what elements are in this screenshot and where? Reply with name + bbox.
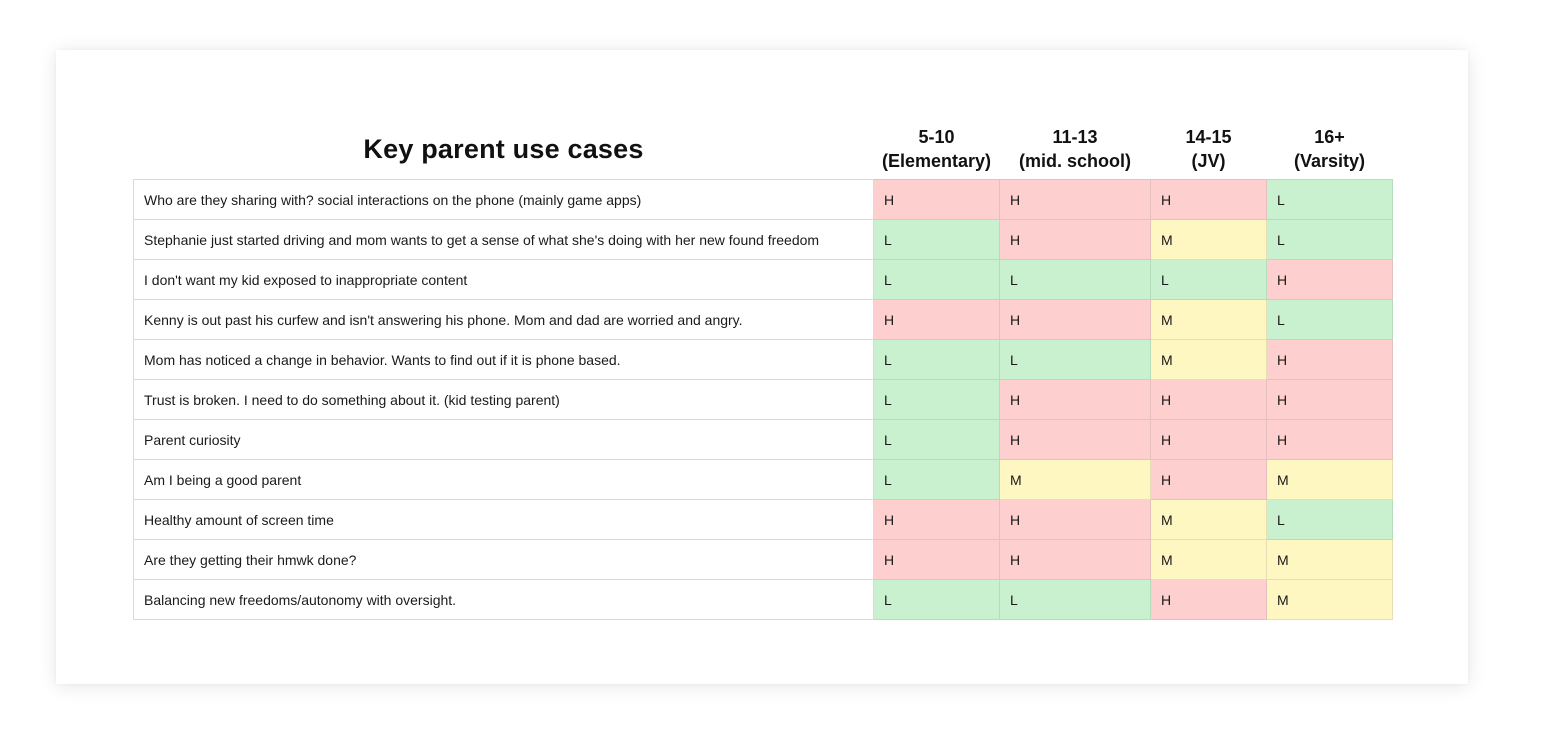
column-header-1-line-2: (Elementary) [881, 150, 992, 171]
header-row: Key parent use cases 5-10 (Elementary) 1… [134, 118, 1393, 180]
rating-cell: H [999, 499, 1151, 540]
rating-cell: H [1266, 259, 1393, 300]
table-row: Are they getting their hmwk done? H H M M [133, 539, 1393, 580]
rating-cell: M [1150, 539, 1267, 580]
table-row: Stephanie just started driving and mom w… [133, 219, 1393, 260]
column-header-3: 14-15 (JV) [1151, 118, 1267, 180]
column-header-1: 5-10 (Elementary) [874, 118, 1000, 180]
use-case-label: I don't want my kid exposed to inappropr… [133, 259, 874, 300]
table-body: Who are they sharing with? social intera… [133, 179, 1393, 620]
use-case-label: Healthy amount of screen time [133, 499, 874, 540]
table-row: Parent curiosity L H H H [133, 419, 1393, 460]
use-case-label: Am I being a good parent [133, 459, 874, 500]
rating-cell: L [873, 459, 1000, 500]
table-card: Key parent use cases 5-10 (Elementary) 1… [56, 50, 1468, 684]
rating-cell: M [1150, 499, 1267, 540]
table-row: Mom has noticed a change in behavior. Wa… [133, 339, 1393, 380]
rating-cell: H [999, 299, 1151, 340]
table-row: Trust is broken. I need to do something … [133, 379, 1393, 420]
column-header-3-line-1: 14-15 [1185, 126, 1232, 147]
rating-cell: L [999, 339, 1151, 380]
rating-cell: L [873, 339, 1000, 380]
table-row: Kenny is out past his curfew and isn't a… [133, 299, 1393, 340]
rating-cell: H [873, 179, 1000, 220]
rating-cell: H [999, 419, 1151, 460]
column-header-2-line-2: (mid. school) [1019, 150, 1131, 171]
rating-cell: M [1150, 219, 1267, 260]
column-header-4: 16+ (Varsity) [1267, 118, 1393, 180]
rating-cell: H [873, 539, 1000, 580]
rating-cell: H [1150, 579, 1267, 620]
rating-cell: H [1266, 339, 1393, 380]
rating-cell: L [1266, 299, 1393, 340]
table-title: Key parent use cases [363, 133, 644, 164]
rating-cell: H [999, 539, 1151, 580]
rating-cell: M [1150, 299, 1267, 340]
use-case-label: Mom has noticed a change in behavior. Wa… [133, 339, 874, 380]
use-case-table: Key parent use cases 5-10 (Elementary) 1… [133, 118, 1393, 620]
column-header-2-line-1: 11-13 [1052, 126, 1098, 147]
table-row: Who are they sharing with? social intera… [133, 179, 1393, 220]
rating-cell: H [999, 379, 1151, 420]
rating-cell: L [1266, 219, 1393, 260]
column-header-4-line-1: 16+ [1314, 126, 1345, 147]
rating-cell: L [1150, 259, 1267, 300]
table-row: Am I being a good parent L M H M [133, 459, 1393, 500]
rating-cell: H [1266, 379, 1393, 420]
rating-cell: H [873, 499, 1000, 540]
rating-cell: H [999, 179, 1151, 220]
rating-cell: H [1150, 459, 1267, 500]
rating-cell: H [1150, 179, 1267, 220]
rating-cell: L [1266, 179, 1393, 220]
rating-cell: L [873, 219, 1000, 260]
rating-cell: H [1266, 419, 1393, 460]
rating-cell: M [1150, 339, 1267, 380]
rating-cell: H [1150, 419, 1267, 460]
use-case-label: Who are they sharing with? social intera… [133, 179, 874, 220]
table-row: I don't want my kid exposed to inappropr… [133, 259, 1393, 300]
table-row: Balancing new freedoms/autonomy with ove… [133, 579, 1393, 620]
rating-cell: L [999, 579, 1151, 620]
column-header-1-line-1: 5-10 [918, 126, 955, 147]
use-case-label: Parent curiosity [133, 419, 874, 460]
rating-cell: L [873, 259, 1000, 300]
use-case-label: Kenny is out past his curfew and isn't a… [133, 299, 874, 340]
table-row: Healthy amount of screen time H H M L [133, 499, 1393, 540]
rating-cell: L [873, 579, 1000, 620]
rating-cell: M [1266, 579, 1393, 620]
use-case-label: Trust is broken. I need to do something … [133, 379, 874, 420]
rating-cell: H [873, 299, 1000, 340]
rating-cell: H [999, 219, 1151, 260]
use-case-label: Balancing new freedoms/autonomy with ove… [133, 579, 874, 620]
rating-cell: L [1266, 499, 1393, 540]
rating-cell: M [999, 459, 1151, 500]
rating-cell: L [873, 379, 1000, 420]
rating-cell: M [1266, 539, 1393, 580]
rating-cell: L [873, 419, 1000, 460]
use-case-label: Are they getting their hmwk done? [133, 539, 874, 580]
rating-cell: M [1266, 459, 1393, 500]
rating-cell: L [999, 259, 1151, 300]
rating-cell: H [1150, 379, 1267, 420]
use-case-label: Stephanie just started driving and mom w… [133, 219, 874, 260]
column-header-4-line-2: (Varsity) [1293, 150, 1366, 171]
column-header-2: 11-13 (mid. school) [1000, 118, 1151, 180]
column-header-3-line-2: (JV) [1191, 150, 1226, 171]
